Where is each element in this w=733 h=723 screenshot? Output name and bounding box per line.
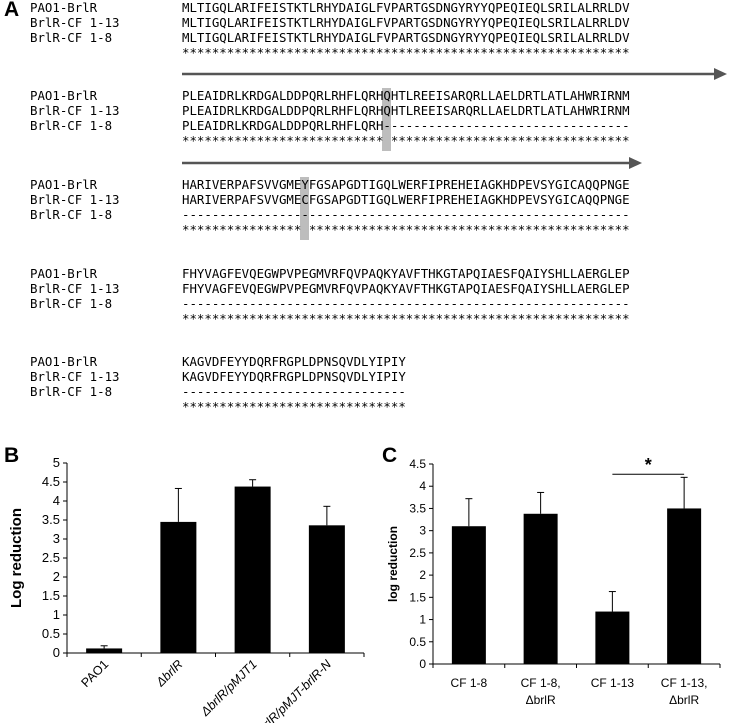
bar bbox=[451, 526, 486, 664]
y-tick-label: 2.5 bbox=[42, 550, 60, 565]
sequence-residues: MLTIGQLARIFEISTKTLRHYDAIGLFVPARTGSDNGYRY… bbox=[182, 30, 630, 45]
sequence-residues: ------------------------------ bbox=[182, 384, 406, 399]
y-tick-label: 3 bbox=[419, 524, 426, 538]
sequence-name: PAO1-BrlR bbox=[30, 0, 98, 15]
x-tick-label: ΔbrlR bbox=[526, 693, 556, 707]
sequence-name: BrlR-CF 1-13 bbox=[30, 15, 120, 30]
consensus-line: *************************** ************… bbox=[182, 133, 630, 148]
x-tick-label: CF 1-13, bbox=[661, 676, 708, 690]
panel-a-label: A bbox=[4, 0, 20, 21]
sequence-name: BrlR-CF 1-8 bbox=[30, 207, 113, 222]
y-tick-label: 0.5 bbox=[42, 626, 60, 641]
sequence-residues: KAGVDFEYYDQRFRGPLDPNSQVDLYIPIY bbox=[182, 369, 406, 384]
sequence-name: PAO1-BrlR bbox=[30, 266, 98, 281]
panel-c-label: C bbox=[382, 444, 398, 467]
y-tick-label: 2 bbox=[419, 568, 426, 582]
y-tick-label: 2.5 bbox=[409, 546, 426, 560]
sequence-name: BrlR-CF 1-13 bbox=[30, 192, 120, 207]
bar bbox=[595, 611, 630, 664]
bar bbox=[523, 513, 558, 664]
sequence-name: PAO1-BrlR bbox=[30, 88, 98, 103]
x-tick-label: PAO1 bbox=[78, 657, 111, 690]
y-axis-label: Log reduction bbox=[8, 508, 25, 608]
y-tick-label: 4 bbox=[53, 493, 60, 508]
sequence-residues: FHYVAGFEVQEGWPVPEGMVRFQVPAQKYAVFTHKGTAPQ… bbox=[182, 266, 630, 281]
y-tick-label: 5 bbox=[53, 455, 60, 470]
domain-arrow-head bbox=[629, 157, 642, 169]
sequence-residues: KAGVDFEYYDQRFRGPLDPNSQVDLYIPIY bbox=[182, 354, 406, 369]
x-tick-label: ΔbrlR bbox=[669, 693, 699, 707]
consensus-line: ****************************************… bbox=[182, 45, 630, 60]
sequence-residues: HARIVERPAFSVVGMEYFGSAPGDTIGQLWERFIPREHEI… bbox=[182, 177, 630, 192]
sequence-name: BrlR-CF 1-8 bbox=[30, 118, 113, 133]
sequence-residues: MLTIGQLARIFEISTKTLRHYDAIGLFVPARTGSDNGYRY… bbox=[182, 0, 630, 15]
y-tick-label: 1 bbox=[53, 607, 60, 622]
bar bbox=[667, 508, 702, 664]
bar bbox=[234, 486, 271, 653]
sequence-residues: MLTIGQLARIFEISTKTLRHYDAIGLFVPARTGSDNGYRY… bbox=[182, 15, 630, 30]
bar bbox=[86, 648, 123, 653]
chart-c: 0 0.5 1 1.5 2 2.5 3 3.5 4 4.5 log reduction CF 1-8 C… bbox=[386, 455, 721, 707]
mutation-highlight bbox=[382, 88, 392, 151]
y-tick-label: 3.5 bbox=[409, 501, 426, 515]
sequence-residues: ----------------------------------------… bbox=[182, 296, 630, 311]
sequence-residues: PLEAIDRLKRDGALDDPQRLRHFLQRHQHTLREEISARQR… bbox=[182, 88, 630, 103]
sequence-name: BrlR-CF 1-8 bbox=[30, 384, 113, 399]
significance-marker: * bbox=[645, 455, 652, 475]
consensus-line: ****************************************… bbox=[182, 311, 630, 326]
y-tick-label: 4 bbox=[419, 479, 426, 493]
chart-b: 0 0.5 1 1.5 2 2.5 3 3.5 4 4.5 5 Log reduction PAO1 Δb… bbox=[8, 455, 365, 723]
sequence-residues: HARIVERPAFSVVGMECFGSAPGDTIGQLWERFIPREHEI… bbox=[182, 192, 630, 207]
consensus-line: **************** ***********************… bbox=[182, 222, 630, 237]
panel-b-label: B bbox=[4, 444, 20, 467]
sequence-name: PAO1-BrlR bbox=[30, 354, 98, 369]
x-tick-label: CF 1-8 bbox=[451, 676, 488, 690]
sequence-name: PAO1-BrlR bbox=[30, 177, 98, 192]
y-tick-label: 2 bbox=[53, 569, 60, 584]
bar bbox=[308, 525, 345, 653]
bar bbox=[160, 521, 197, 653]
x-tick-label: ΔbrlR/pMJT-brlR-N bbox=[249, 657, 335, 723]
y-tick-label: 0 bbox=[53, 645, 60, 660]
x-tick-label: CF 1-13 bbox=[591, 676, 635, 690]
y-tick-label: 3.5 bbox=[42, 512, 60, 527]
sequence-residues: PLEAIDRLKRDGALDDPQRLRHFLQRHQHTLREEISARQR… bbox=[182, 103, 630, 118]
y-tick-label: 4.5 bbox=[409, 457, 426, 471]
y-tick-label: 0.5 bbox=[409, 635, 426, 649]
y-tick-label: 0 bbox=[419, 657, 426, 671]
sequence-name: BrlR-CF 1-13 bbox=[30, 369, 120, 384]
sequence-name: BrlR-CF 1-13 bbox=[30, 103, 120, 118]
sequence-name: BrlR-CF 1-13 bbox=[30, 281, 120, 296]
mutation-highlight bbox=[300, 177, 310, 240]
sequence-name: BrlR-CF 1-8 bbox=[30, 296, 113, 311]
y-axis-label: log reduction bbox=[386, 526, 400, 602]
sequence-residues: ----------------------------------------… bbox=[182, 207, 630, 222]
domain-arrow-head bbox=[714, 68, 727, 80]
x-tick-label: CF 1-8, bbox=[521, 676, 561, 690]
consensus-line: ****************************** bbox=[182, 399, 406, 414]
x-tick-label: ΔbrlR bbox=[153, 657, 186, 690]
sequence-residues: FHYVAGFEVQEGWPVPEGMVRFQVPAQKYAVFTHKGTAPQ… bbox=[182, 281, 630, 296]
sequence-residues: PLEAIDRLKRDGALDDPQRLRHFLQRH-------------… bbox=[182, 118, 630, 133]
y-tick-label: 4.5 bbox=[42, 474, 60, 489]
sequence-name: BrlR-CF 1-8 bbox=[30, 30, 113, 45]
domain-arrows bbox=[182, 68, 727, 169]
x-tick-label: ΔbrlR/pMJT1 bbox=[198, 657, 260, 719]
y-tick-label: 3 bbox=[53, 531, 60, 546]
y-tick-label: 1 bbox=[419, 613, 426, 627]
y-tick-label: 1.5 bbox=[409, 590, 426, 604]
y-tick-label: 1.5 bbox=[42, 588, 60, 603]
